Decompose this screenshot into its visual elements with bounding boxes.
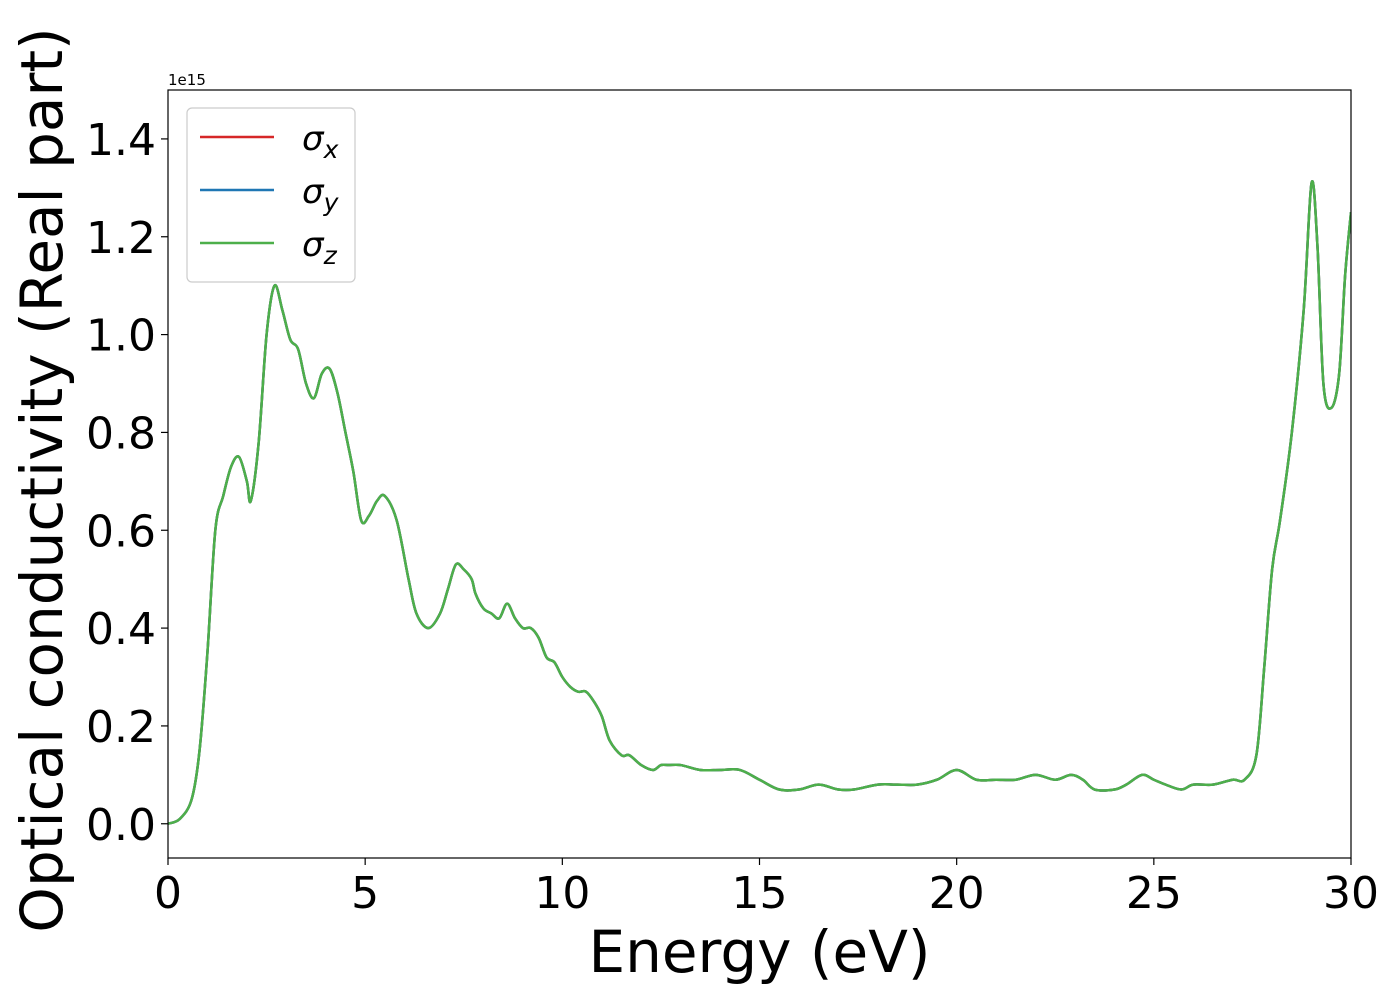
y-tick-label: 0.0: [86, 800, 156, 851]
x-tick-label: 5: [351, 868, 379, 919]
y-tick-label: 0.6: [86, 506, 156, 557]
legend-label: σz: [302, 225, 338, 270]
series-layer: [168, 179, 1351, 825]
y-tick-label: 0.2: [86, 702, 156, 753]
y-tick-label: 1.2: [86, 213, 156, 264]
x-tick-label: 25: [1126, 868, 1182, 919]
x-tick-label: 30: [1323, 868, 1379, 919]
series-line-z: [168, 179, 1351, 825]
y-tick-label: 1.0: [86, 311, 156, 362]
legend-label: σy: [302, 172, 340, 217]
x-tick-label: 10: [534, 868, 590, 919]
y-tick-label: 0.4: [86, 604, 156, 655]
legend-label: σx: [302, 119, 339, 164]
y-tick-label: 1.4: [86, 115, 156, 166]
legend-box: [186, 107, 356, 283]
y-axis-label: Optical conductivity (Real part): [8, 27, 76, 932]
x-tick-label: 15: [732, 868, 788, 919]
y-tick-label: 0.8: [86, 408, 156, 459]
x-tick-label: 0: [154, 868, 182, 919]
x-axis-label: Energy (eV): [588, 918, 930, 986]
y-axis-ticks: 0.0 0.2 0.4 0.6 0.8 1.0 1.2 1.4: [86, 115, 168, 851]
legend: σx σy σz: [186, 107, 356, 283]
x-tick-label: 20: [929, 868, 985, 919]
x-axis-ticks: 0 5 10 15 20 25 30: [154, 858, 1379, 919]
y-axis-offset-text: 1e15: [168, 71, 206, 89]
